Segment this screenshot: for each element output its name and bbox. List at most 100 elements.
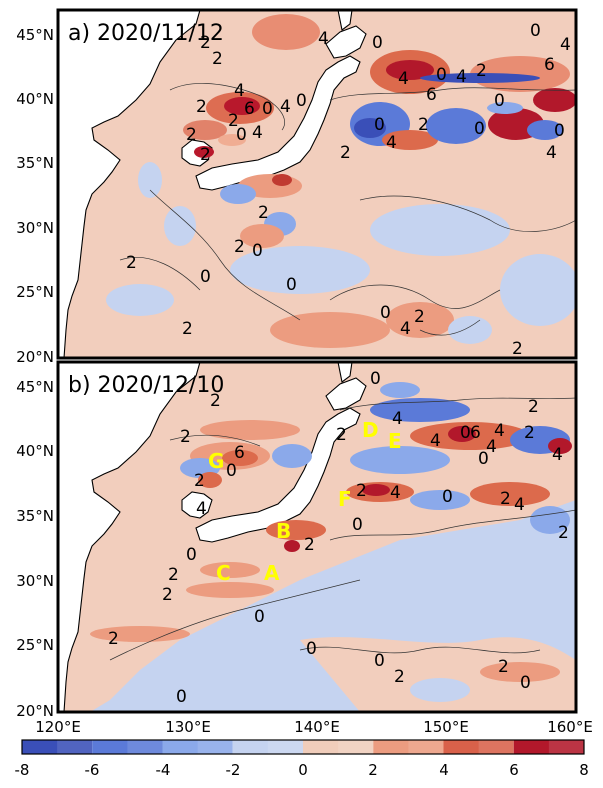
contour-label: 2 (476, 61, 487, 81)
contour-label: 0 (554, 121, 565, 141)
point-label-b: B (276, 519, 291, 543)
colorbar-tick: 0 (298, 761, 308, 779)
anomaly-patches-b (90, 382, 572, 702)
contour-label: 0 (262, 99, 273, 119)
colorbar-tick: -6 (85, 761, 100, 779)
colorbar-segment (22, 740, 93, 754)
land-sakhalin (337, 362, 353, 383)
panel-a-title: a) 2020/11/12 (68, 21, 224, 46)
lon-tick: 140°E (294, 718, 340, 736)
colorbar-subsegment (548, 740, 584, 754)
land-asia (58, 362, 201, 712)
contour-label: 2 (108, 629, 119, 649)
contour-label: 4 (280, 97, 291, 117)
colorbar-tick: -4 (156, 761, 171, 779)
contour-label: 4 (546, 143, 557, 163)
contour-label: 4 (390, 483, 401, 503)
colorbar-segment (513, 740, 584, 754)
colorbar-subsegment (197, 740, 233, 754)
colorbar-tick: 6 (509, 761, 519, 779)
colorbar-segment (303, 740, 374, 754)
land-hokkaido (325, 377, 367, 411)
land-asia (58, 10, 201, 358)
anomaly-patches-a (106, 14, 576, 348)
contour-label: 6 (244, 99, 255, 119)
contour-label: 0 (374, 651, 385, 671)
lat-tick: 30°N (16, 219, 54, 237)
contour-label: 0 (226, 461, 237, 481)
colorbar-subsegment (127, 740, 163, 754)
contour-label: 2 (512, 339, 523, 359)
contour-label: 2 (340, 143, 351, 163)
contour-label: 2 (228, 111, 239, 131)
contour-label: 2 (356, 481, 367, 501)
contour-label: 2 (200, 33, 211, 53)
contour-label: 0 (474, 119, 485, 139)
lat-tick: 45°N (16, 378, 54, 396)
contour-label: 0 (436, 65, 447, 85)
lat-tick: 40°N (16, 442, 54, 460)
colorbar-subsegment (408, 740, 444, 754)
colorbar-ticks: -8 -6 -4 -2 0 2 4 6 8 (15, 761, 589, 779)
point-label-f: F (338, 487, 352, 511)
contour-label: 2 (210, 391, 221, 411)
colorbar-subsegment (57, 740, 93, 754)
contour-label: 6 (470, 423, 481, 443)
panel-b-title: b) 2020/12/10 (68, 373, 224, 398)
colorbar-segment (373, 740, 444, 754)
contour-label: 2 (194, 471, 205, 491)
contour-label: 2 (558, 523, 569, 543)
lat-tick: 25°N (16, 636, 54, 654)
contour-label: 4 (486, 437, 497, 457)
lat-tick: 30°N (16, 572, 54, 590)
contour-lines-a (119, 83, 576, 336)
contour-label: 2 (234, 237, 245, 257)
contour-label: 2 (524, 423, 535, 443)
panel-a-map: 2 4 2 0 2 4 6 0 4 0 2 4 2 0 2 4 6 0 4 2 (56, 8, 578, 360)
lat-ticks-b: 45°N 40°N 35°N 30°N 25°N 20°N (16, 378, 54, 720)
contour-label: 4 (400, 319, 411, 339)
contour-label: 4 (318, 29, 329, 49)
panel-b-frame (56, 360, 578, 714)
colorbar-tick: 2 (368, 761, 378, 779)
contour-label: 2 (394, 667, 405, 687)
colorbar-subsegment (478, 740, 514, 754)
colorbar-tick: -2 (226, 761, 241, 779)
contour-label: 6 (426, 85, 437, 105)
contour-label: 0 (200, 267, 211, 287)
colorbar-tick: 4 (439, 761, 449, 779)
contour-label: 0 (380, 303, 391, 323)
contour-label: 2 (336, 425, 347, 445)
land-japan (195, 407, 361, 543)
contour-label: 0 (442, 487, 453, 507)
lat-tick: 45°N (16, 26, 54, 44)
contour-label: 2 (126, 253, 137, 273)
contour-label: 4 (514, 495, 525, 515)
contour-label: 0 (186, 545, 197, 565)
contour-label: 2 (414, 307, 425, 327)
contour-label: 0 (370, 369, 381, 389)
contour-label: 2 (196, 97, 207, 117)
point-labels-b: D E G F B C A (208, 418, 402, 585)
land-hokkaido (325, 25, 367, 59)
contour-label: 0 (252, 241, 263, 261)
lat-tick: 25°N (16, 283, 54, 301)
lon-tick: 120°E (35, 718, 81, 736)
lat-tick: 20°N (16, 348, 54, 366)
lon-tick: 130°E (165, 718, 211, 736)
contour-lines-b (109, 397, 576, 661)
contour-label: 4 (552, 445, 563, 465)
point-label-c: C (216, 561, 231, 585)
colorbar-tick: -8 (15, 761, 30, 779)
colorbar-subsegment (267, 740, 303, 754)
colorbar-segment (443, 740, 514, 754)
contour-label: 2 (182, 319, 193, 339)
contour-labels-a: 2 4 2 0 2 4 6 0 4 0 2 4 2 0 2 4 6 0 4 2 (126, 21, 571, 359)
contour-label: 2 (500, 489, 511, 509)
contour-label: 2 (180, 427, 191, 447)
contour-label: 4 (560, 35, 571, 55)
contour-label: 2 (168, 565, 179, 585)
contour-label: 0 (520, 673, 531, 693)
lat-tick: 20°N (16, 702, 54, 720)
contour-label: 0 (494, 91, 505, 111)
